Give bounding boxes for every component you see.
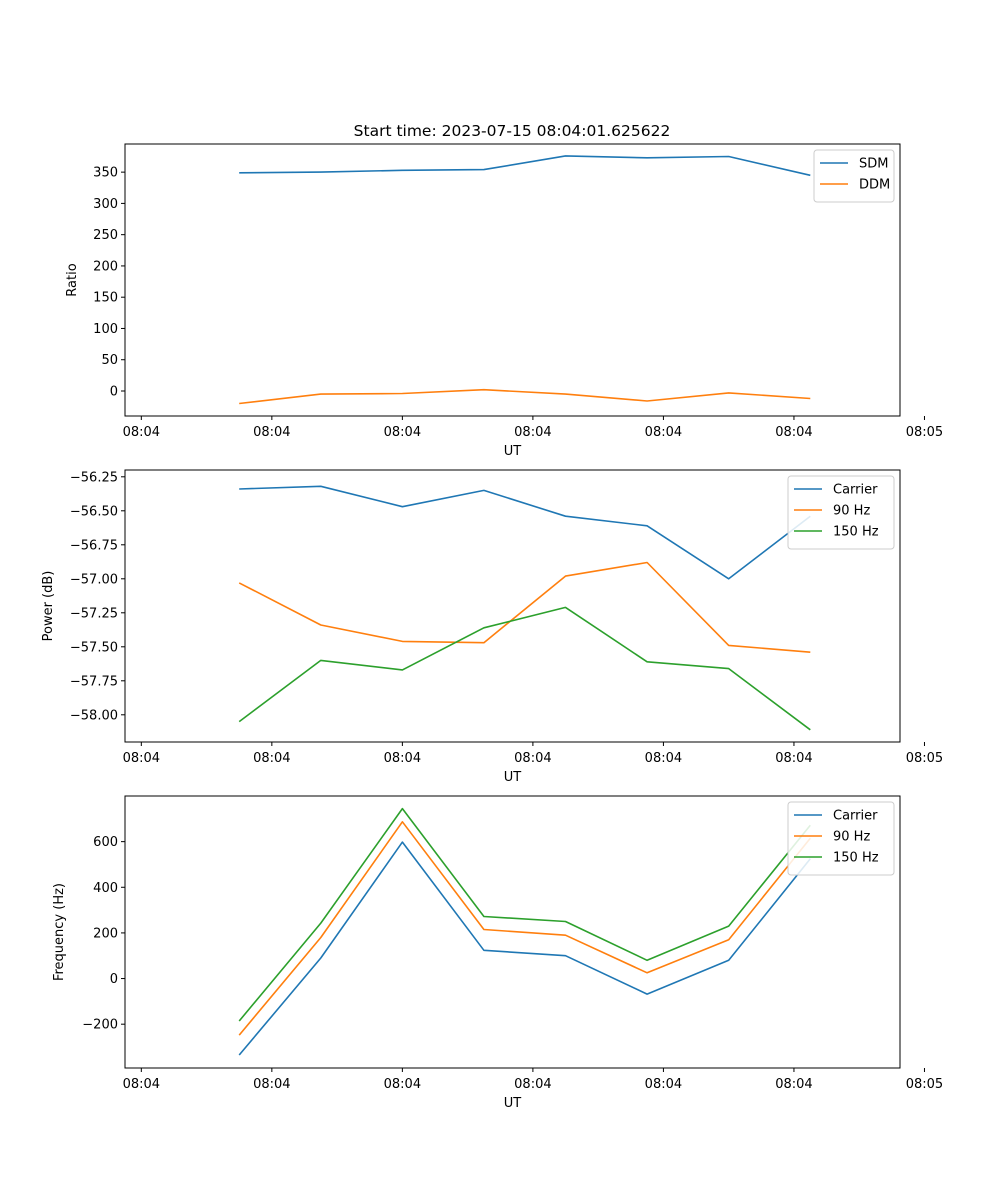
- series-line-90-hz: [238, 820, 811, 1036]
- x-tick-label: 08:04: [645, 1077, 682, 1092]
- y-tick-label: 0: [110, 972, 118, 987]
- x-tick-label: 08:04: [645, 425, 682, 440]
- x-axis-label: UT: [504, 770, 522, 785]
- y-axis-label: Frequency (Hz): [52, 883, 67, 981]
- x-tick-label: 08:04: [384, 1077, 421, 1092]
- x-tick-label: 08:04: [253, 425, 290, 440]
- axes-frame: [124, 469, 901, 743]
- x-tick-label: 08:04: [775, 1077, 812, 1092]
- x-tick-label: 08:05: [906, 1077, 943, 1092]
- x-tick-label: 08:04: [775, 751, 812, 766]
- axes-frame: [124, 795, 901, 1069]
- y-tick-label: −56.50: [70, 504, 118, 519]
- x-tick-label: 08:05: [906, 751, 943, 766]
- y-tick-label: −200: [82, 1018, 118, 1033]
- x-tick-label: 08:04: [253, 1077, 290, 1092]
- legend: Carrier 90 Hz 150 Hz: [787, 801, 895, 876]
- legend-label: SDM: [859, 157, 888, 172]
- x-tick-label: 08:04: [514, 425, 551, 440]
- chart-title: Start time: 2023-07-15 08:04:01.625622: [354, 122, 671, 140]
- frequency-subplot: 08:04 08:04 08:04 08:04 08:04 08:04 08:05 −200 0…: [52, 795, 943, 1111]
- y-tick-label: −56.75: [70, 538, 118, 553]
- series-line-sdm: [239, 155, 811, 177]
- legend-label: 90 Hz: [833, 830, 870, 845]
- x-tick-label: 08:05: [906, 425, 943, 440]
- y-tick-label: 100: [93, 322, 118, 337]
- series-line-90-hz: [238, 561, 811, 653]
- y-tick-label: −57.75: [70, 674, 118, 689]
- y-tick-label: 400: [93, 881, 118, 896]
- power-subplot: 08:04 08:04 08:04 08:04 08:04 08:04 08:05 −56.2…: [41, 469, 943, 785]
- series-line-carrier: [239, 485, 811, 580]
- y-tick-label: 150: [93, 291, 118, 306]
- x-axis-label: UT: [504, 1096, 522, 1111]
- x-tick-label: 08:04: [123, 1077, 160, 1092]
- x-tick-label: 08:04: [123, 425, 160, 440]
- y-tick-label: −57.00: [70, 572, 118, 587]
- y-tick-label: −57.25: [70, 606, 118, 621]
- x-tick-label: 08:04: [645, 751, 682, 766]
- x-tick-label: 08:04: [775, 425, 812, 440]
- series-line-150-hz: [238, 606, 811, 731]
- x-tick-label: 08:04: [514, 1077, 551, 1092]
- x-axis-label: UT: [504, 444, 522, 459]
- ratio-subplot: 08:04 08:04 08:04 08:04 08:04 08:04 08:05 0 50 10…: [65, 143, 943, 459]
- x-tick-label: 08:04: [384, 425, 421, 440]
- y-tick-label: −58.00: [70, 708, 118, 723]
- y-tick-label: 200: [93, 259, 118, 274]
- y-axis-label: Ratio: [65, 263, 80, 296]
- legend-label: 90 Hz: [833, 504, 870, 519]
- y-tick-label: 600: [93, 835, 118, 850]
- y-tick-label: 300: [93, 197, 118, 212]
- x-tick-label: 08:04: [384, 751, 421, 766]
- series-line-ddm: [239, 388, 811, 405]
- series-line-150-hz: [238, 807, 811, 1022]
- y-tick-label: 0: [110, 384, 118, 399]
- y-tick-label: 350: [93, 166, 118, 181]
- y-axis-label: Power (dB): [41, 571, 56, 642]
- x-tick-label: 08:04: [253, 751, 290, 766]
- y-tick-label: 50: [101, 353, 118, 368]
- legend-label: Carrier: [833, 809, 878, 824]
- legend: SDM DDM: [813, 149, 895, 203]
- axes-frame: [124, 143, 901, 417]
- series-line-carrier: [238, 841, 811, 1056]
- y-tick-label: 200: [93, 926, 118, 941]
- legend-label: 150 Hz: [833, 525, 879, 540]
- y-tick-label: −56.25: [70, 470, 118, 485]
- legend-label: Carrier: [833, 483, 878, 498]
- y-tick-label: −57.50: [70, 640, 118, 655]
- legend-label: DDM: [859, 178, 890, 193]
- legend: Carrier 90 Hz 150 Hz: [787, 475, 895, 550]
- x-tick-label: 08:04: [514, 751, 551, 766]
- x-tick-label: 08:04: [123, 751, 160, 766]
- y-tick-label: 250: [93, 228, 118, 243]
- legend-label: 150 Hz: [833, 851, 879, 866]
